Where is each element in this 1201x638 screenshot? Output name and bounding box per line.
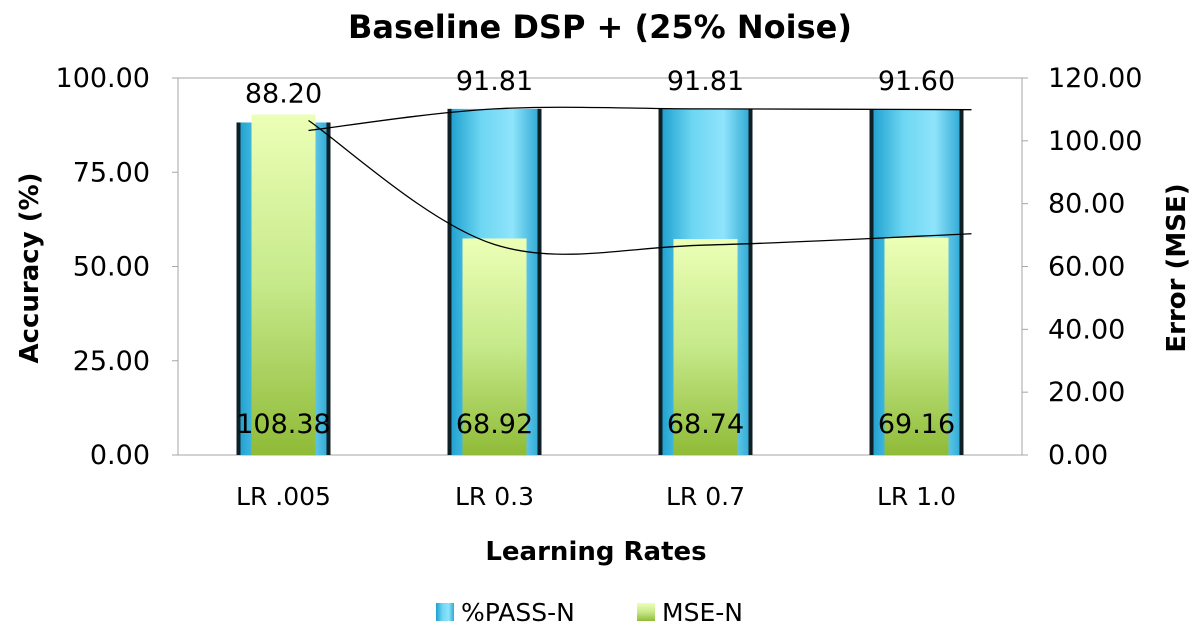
data-label-pass-n: 88.20 (245, 78, 322, 109)
data-label-mse-n: 68.74 (667, 409, 744, 440)
y-tick-label: 25.00 (73, 346, 150, 377)
x-tick-label: LR 1.0 (877, 482, 956, 511)
y-tick-label: 0.00 (90, 440, 150, 471)
legend: %PASS-N MSE-N (436, 598, 743, 627)
bar-pass-n-edge-left (447, 108, 452, 456)
plot-area: 0.00 25.00 50.00 75.00 100.00 0.00 20.00 40.00 6… (56, 63, 1143, 511)
data-label-pass-n: 91.81 (456, 66, 533, 97)
y-tick-label: 100.00 (56, 63, 150, 94)
x-tick-label: LR 0.7 (666, 482, 745, 511)
data-label-mse-n: 108.38 (236, 409, 330, 440)
bar-pass-n-edge-right (748, 108, 753, 456)
trendline-pass-n (308, 106, 972, 132)
y-tick-label: 50.00 (73, 252, 150, 283)
bar-pass-n-edge-right (326, 122, 331, 456)
x-tick-label: LR .005 (236, 482, 331, 511)
y2-tick-label: 60.00 (1048, 252, 1125, 283)
y-axis-label: Accuracy (%) (15, 172, 45, 363)
legend-swatch-pass (436, 603, 454, 621)
y2-tick-label: 100.00 (1048, 126, 1142, 157)
y2-tick-label: 20.00 (1048, 377, 1125, 408)
x-axis-label: Learning Rates (485, 537, 706, 567)
data-label-mse-n: 69.16 (878, 409, 955, 440)
y-tick-label: 75.00 (73, 157, 150, 188)
bar-mse-n (462, 238, 527, 455)
trendline-mse-n (308, 119, 972, 255)
y2-tick-label: 40.00 (1048, 314, 1125, 345)
y2-axis-label: Error (MSE) (1162, 183, 1192, 352)
bar-pass-n-edge-right (959, 109, 964, 455)
bar-pass-n-edge-right (537, 108, 542, 456)
data-label-mse-n: 68.92 (456, 409, 533, 440)
bar-pass-n-edge-left (236, 122, 241, 456)
y2-tick-label: 120.00 (1048, 63, 1142, 94)
bar-pass-n-edge-left (658, 108, 663, 456)
data-label-pass-n: 91.60 (878, 66, 955, 97)
y2-tick-label: 80.00 (1048, 189, 1125, 220)
data-label-pass-n: 91.81 (667, 66, 744, 97)
bar-mse-n (884, 237, 949, 455)
x-tick-label: LR 0.3 (455, 482, 534, 511)
y2-tick-label: 0.00 (1048, 440, 1108, 471)
chart-title: Baseline DSP + (25% Noise) (348, 8, 852, 46)
bar-mse-n (673, 239, 738, 455)
bar-mse-n (251, 114, 316, 455)
legend-swatch-mse (637, 603, 655, 621)
legend-label-pass: %PASS-N (461, 598, 575, 627)
legend-label-mse: MSE-N (662, 598, 743, 627)
bar-pass-n-edge-left (869, 109, 874, 455)
